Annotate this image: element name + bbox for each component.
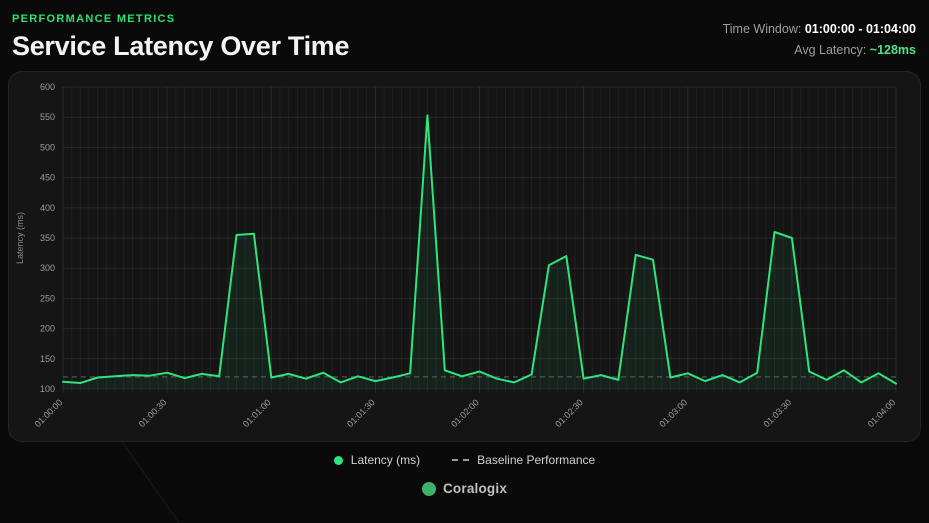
svg-text:01:03:00: 01:03:00 — [657, 397, 689, 429]
svg-text:600: 600 — [40, 82, 55, 92]
legend-label-latency: Latency (ms) — [350, 453, 421, 467]
eyebrow-label: PERFORMANCE METRICS — [12, 13, 176, 25]
svg-text:01:01:00: 01:01:00 — [241, 397, 273, 429]
time-window-value: 01:00:00 - 01:04:00 — [804, 22, 916, 36]
avg-latency-value: ~128ms — [869, 43, 916, 57]
footer-brand: Coralogix — [0, 481, 929, 496]
chart-panel: 100 150 200 250 300 350 400 450 500 550 600 01:00:0… — [8, 71, 921, 442]
svg-text:01:04:00: 01:04:00 — [866, 397, 898, 429]
avg-latency-row: Avg Latency: ~128ms — [723, 43, 916, 57]
svg-text:Latency (ms): Latency (ms) — [15, 212, 25, 264]
svg-text:01:00:30: 01:00:30 — [137, 397, 169, 429]
time-window-row: Time Window: 01:00:00 - 01:04:00 — [723, 22, 916, 36]
chart-legend: Latency (ms) Baseline Performance — [0, 453, 929, 467]
svg-text:01:02:00: 01:02:00 — [449, 397, 481, 429]
header-meta: Time Window: 01:00:00 - 01:04:00 Avg Lat… — [723, 10, 916, 64]
svg-text:200: 200 — [40, 324, 55, 334]
latency-series-dot-icon — [333, 455, 343, 465]
brand-name: Coralogix — [442, 481, 508, 496]
svg-text:01:01:30: 01:01:30 — [345, 397, 377, 429]
coralogix-logo-icon — [421, 481, 436, 496]
svg-text:450: 450 — [40, 173, 55, 183]
svg-text:550: 550 — [40, 112, 55, 122]
svg-text:400: 400 — [40, 203, 55, 213]
legend-item-baseline[interactable]: Baseline Performance — [452, 453, 595, 467]
page-header: PERFORMANCE METRICS Service Latency Over… — [0, 0, 929, 64]
svg-text:150: 150 — [40, 354, 55, 364]
svg-text:01:03:30: 01:03:30 — [761, 397, 793, 429]
time-window-label: Time Window: — [722, 22, 802, 36]
legend-label-baseline: Baseline Performance — [477, 453, 596, 467]
header-left: PERFORMANCE METRICS Service Latency Over… — [12, 10, 350, 62]
latency-line-chart[interactable]: 100 150 200 250 300 350 400 450 500 550 600 01:00:0… — [9, 72, 921, 442]
svg-text:01:00:00: 01:00:00 — [33, 397, 65, 429]
baseline-dash-icon — [452, 459, 470, 461]
legend-item-latency[interactable]: Latency (ms) — [333, 453, 421, 467]
svg-text:01:02:30: 01:02:30 — [553, 397, 585, 429]
avg-latency-label: Avg Latency: — [794, 43, 867, 57]
svg-text:300: 300 — [40, 263, 55, 273]
page-title: Service Latency Over Time — [12, 31, 350, 61]
svg-text:100: 100 — [40, 384, 55, 394]
svg-text:250: 250 — [40, 293, 55, 303]
svg-text:350: 350 — [40, 233, 55, 243]
svg-text:500: 500 — [40, 142, 55, 152]
